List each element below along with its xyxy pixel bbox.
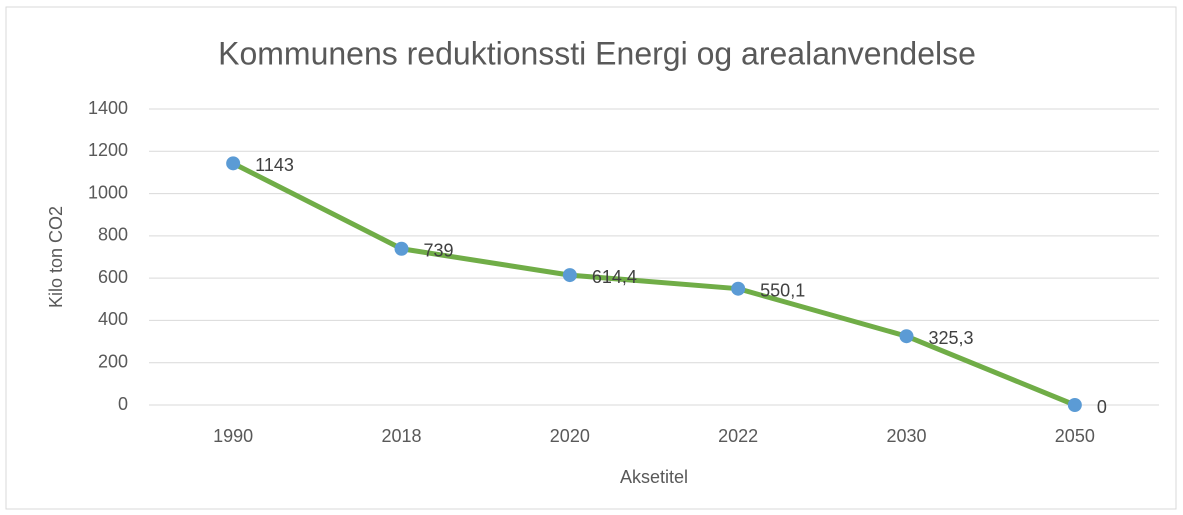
marker	[562, 268, 577, 283]
y-tick-label: 600	[98, 267, 128, 287]
y-tick-label: 200	[98, 351, 128, 371]
y-tick-label: 1400	[88, 98, 128, 118]
y-tick-label: 800	[98, 225, 128, 245]
x-tick-label: 2050	[1055, 426, 1095, 446]
y-tick-label: 400	[98, 309, 128, 329]
x-tick-label: 2018	[381, 426, 421, 446]
chart-border	[5, 6, 1177, 510]
data-label: 739	[424, 241, 454, 261]
data-label: 0	[1097, 397, 1107, 417]
x-tick-label: 2022	[718, 426, 758, 446]
data-label: 614,4	[592, 267, 637, 287]
x-tick-label: 2030	[886, 426, 926, 446]
chart-title: Kommunens reduktionssti Energi og areala…	[218, 35, 976, 71]
x-tick-label: 1990	[213, 426, 253, 446]
y-axis-label: Kilo ton CO2	[46, 206, 66, 308]
data-label: 1143	[255, 155, 294, 175]
marker	[1067, 398, 1082, 412]
marker	[899, 329, 914, 344]
data-label: 550,1	[760, 280, 805, 300]
y-tick-label: 0	[118, 394, 128, 414]
series-line	[232, 161, 1076, 408]
data-label: 325,3	[929, 328, 974, 348]
x-tick-label: 2020	[550, 426, 590, 446]
x-axis-label: Aksetitel	[620, 467, 688, 487]
y-tick-label: 1200	[88, 140, 128, 160]
y-tick-label: 1000	[88, 182, 128, 202]
marker	[731, 281, 746, 296]
marker	[226, 156, 241, 171]
marker	[394, 241, 409, 256]
